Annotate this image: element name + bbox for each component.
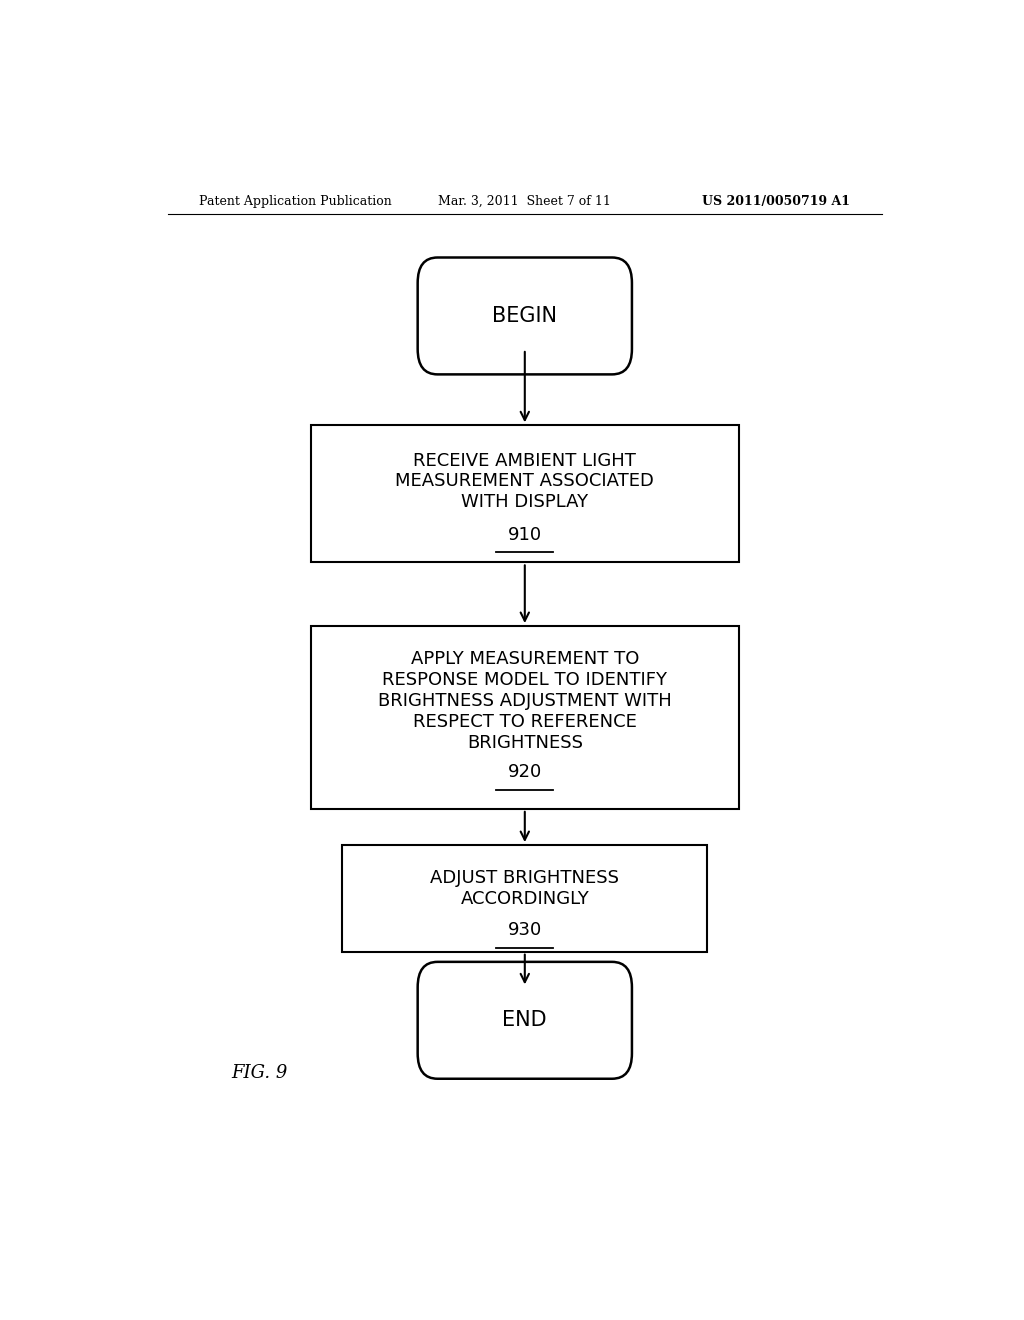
Text: Mar. 3, 2011  Sheet 7 of 11: Mar. 3, 2011 Sheet 7 of 11 bbox=[438, 194, 611, 207]
FancyBboxPatch shape bbox=[418, 962, 632, 1078]
FancyBboxPatch shape bbox=[342, 845, 708, 952]
Text: RECEIVE AMBIENT LIGHT
MEASUREMENT ASSOCIATED
WITH DISPLAY: RECEIVE AMBIENT LIGHT MEASUREMENT ASSOCI… bbox=[395, 451, 654, 511]
Text: BEGIN: BEGIN bbox=[493, 306, 557, 326]
FancyBboxPatch shape bbox=[310, 425, 739, 562]
Text: Patent Application Publication: Patent Application Publication bbox=[200, 194, 392, 207]
Text: 920: 920 bbox=[508, 763, 542, 781]
Text: 910: 910 bbox=[508, 525, 542, 544]
Text: END: END bbox=[503, 1010, 547, 1031]
Text: APPLY MEASUREMENT TO
RESPONSE MODEL TO IDENTIFY
BRIGHTNESS ADJUSTMENT WITH
RESPE: APPLY MEASUREMENT TO RESPONSE MODEL TO I… bbox=[378, 651, 672, 751]
FancyBboxPatch shape bbox=[418, 257, 632, 375]
Text: US 2011/0050719 A1: US 2011/0050719 A1 bbox=[702, 194, 850, 207]
FancyBboxPatch shape bbox=[310, 626, 739, 809]
Text: 930: 930 bbox=[508, 921, 542, 940]
Text: ADJUST BRIGHTNESS
ACCORDINGLY: ADJUST BRIGHTNESS ACCORDINGLY bbox=[430, 870, 620, 908]
Text: FIG. 9: FIG. 9 bbox=[231, 1064, 288, 1082]
